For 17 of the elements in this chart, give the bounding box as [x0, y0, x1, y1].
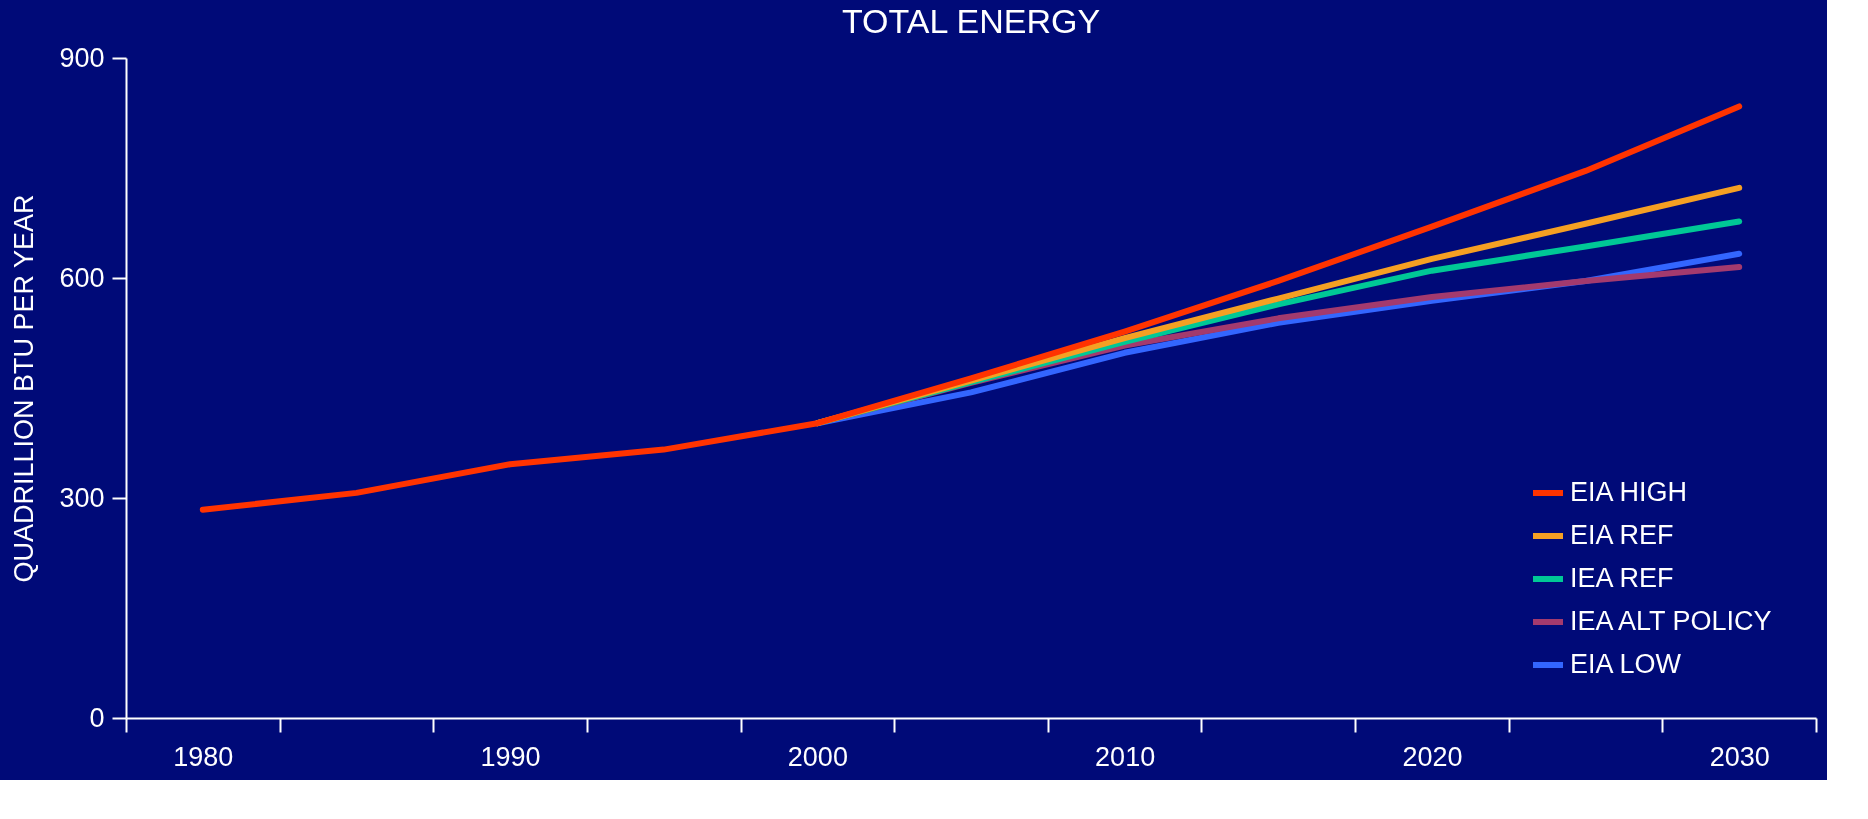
legend-label: IEA ALT POLICY — [1570, 606, 1772, 636]
y-tick-label: 900 — [59, 42, 105, 73]
x-tick-label: 1990 — [480, 741, 541, 772]
y-tick-label: 600 — [59, 262, 105, 293]
legend-label: EIA HIGH — [1570, 477, 1688, 507]
legend-label: IEA REF — [1570, 563, 1674, 593]
chart-title: TOTAL ENERGY — [841, 2, 1101, 40]
legend-label: EIA REF — [1570, 520, 1674, 550]
x-tick-label: 2030 — [1709, 741, 1770, 772]
x-tick-label: 2020 — [1402, 741, 1463, 772]
legend-label: EIA LOW — [1570, 649, 1682, 679]
y-axis-title: QUADRILLION BTU PER YEAR — [9, 194, 40, 583]
y-tick-label: 0 — [89, 702, 105, 733]
x-tick-label: 2000 — [787, 741, 848, 772]
x-tick-label: 2010 — [1095, 741, 1156, 772]
x-tick-label: 1980 — [173, 741, 234, 772]
y-tick-label: 300 — [59, 482, 105, 513]
